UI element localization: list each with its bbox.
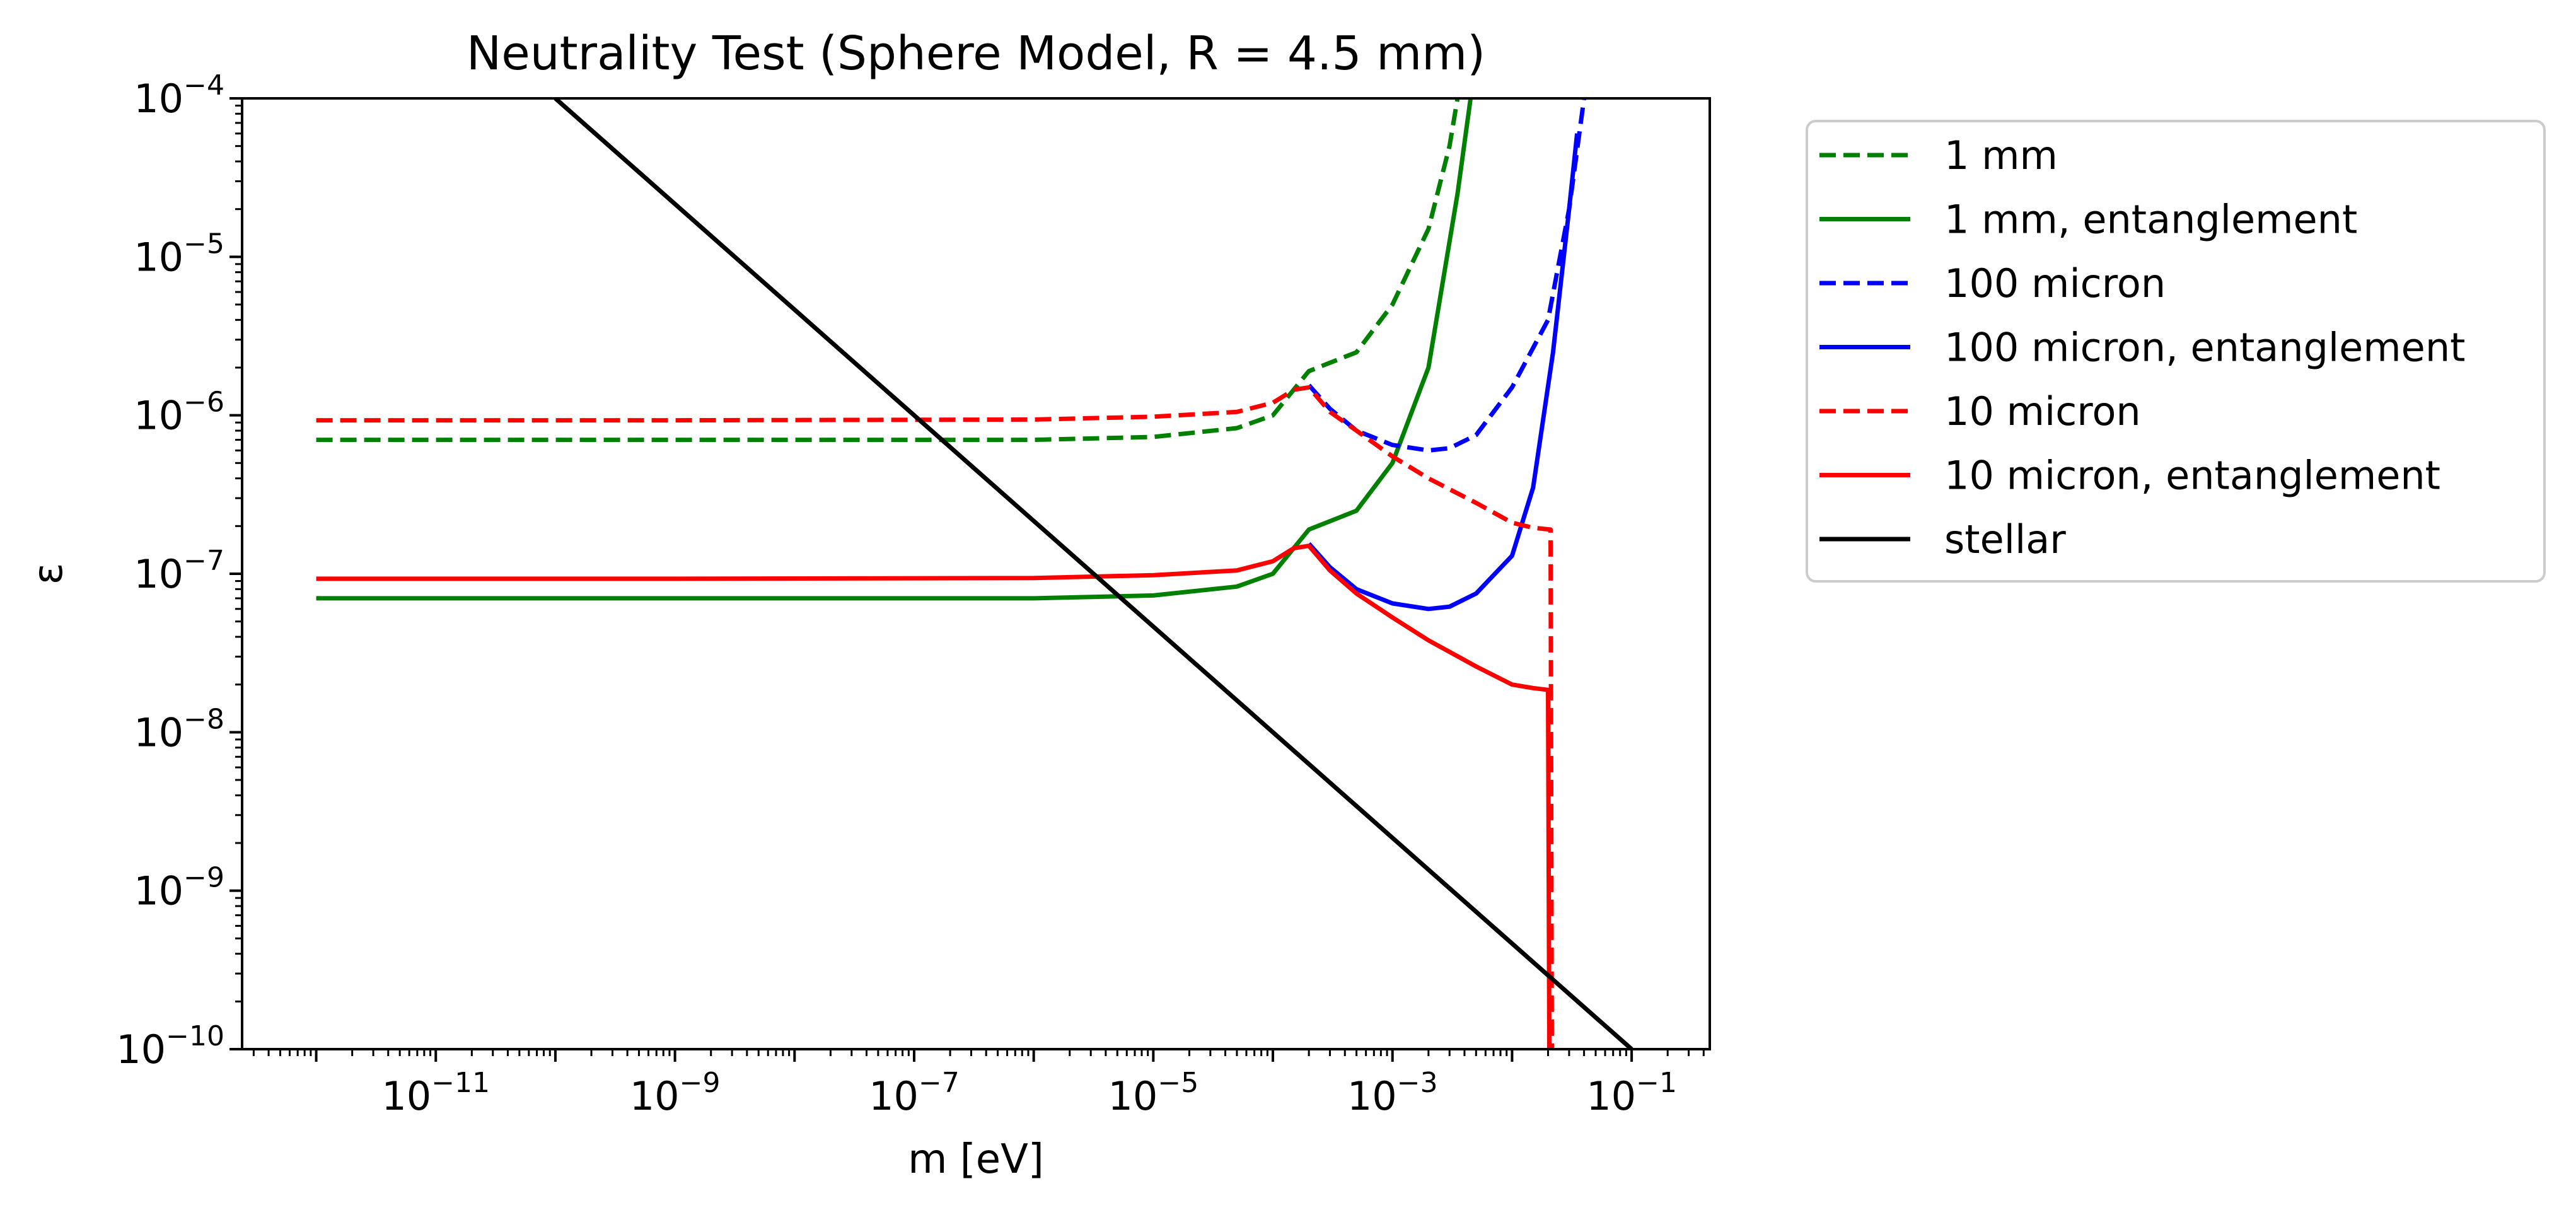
legend-label: 10 micron bbox=[1944, 388, 2141, 434]
legend-item: stellar bbox=[1819, 516, 2066, 562]
x-tick-label-base: 10 bbox=[1108, 1073, 1157, 1119]
legend-item: 1 mm, entanglement bbox=[1819, 197, 2357, 243]
y-tick-label-exponent: −10 bbox=[166, 1020, 224, 1052]
x-tick-label: 10−9 bbox=[630, 1067, 721, 1119]
y-tick-label: 10−9 bbox=[134, 862, 224, 914]
legend-label: 100 micron, entanglement bbox=[1944, 325, 2465, 371]
y-tick-label-base: 10 bbox=[134, 76, 183, 122]
y-tick-label: 10−8 bbox=[134, 703, 224, 755]
x-tick-label: 10−11 bbox=[381, 1067, 490, 1119]
legend-item: 1 mm bbox=[1819, 132, 2058, 178]
legend-item: 100 micron bbox=[1819, 260, 2166, 306]
y-tick-label-base: 10 bbox=[134, 551, 183, 597]
x-tick-label-exponent: −11 bbox=[431, 1067, 490, 1099]
series-line-4 bbox=[1307, 133, 1580, 612]
x-tick-label: 10−5 bbox=[1108, 1067, 1198, 1119]
legend-label: 100 micron bbox=[1944, 260, 2166, 306]
y-tick-label-base: 10 bbox=[134, 393, 183, 439]
x-tick-label-base: 10 bbox=[630, 1073, 680, 1119]
y-tick-label: 10−4 bbox=[134, 69, 224, 122]
x-axis: 10−11 10−9 10−7 10−5 10−3 10−1 bbox=[252, 1049, 1705, 1119]
legend-label: 1 mm, entanglement bbox=[1944, 197, 2357, 243]
series-line-7 bbox=[554, 98, 1633, 1049]
legend-label: stellar bbox=[1944, 516, 2066, 562]
legend-frame bbox=[1806, 120, 2546, 583]
legend: 1 mm 1 mm, entanglement 100 micron 100 micr… bbox=[1806, 120, 2546, 583]
y-tick-label-exponent: −4 bbox=[183, 69, 224, 102]
series-line-3 bbox=[1307, 98, 1587, 453]
y-tick-label-base: 10 bbox=[116, 1026, 166, 1073]
legend-label: 1 mm bbox=[1944, 132, 2058, 178]
x-tick-label-exponent: −7 bbox=[919, 1067, 960, 1099]
series-line-5 bbox=[316, 385, 1554, 1049]
x-axis-label: m [eV] bbox=[908, 1136, 1044, 1183]
x-tick-label-base: 10 bbox=[1347, 1073, 1397, 1119]
series-line-6 bbox=[316, 544, 1552, 1049]
legend-item: 10 micron bbox=[1819, 388, 2141, 434]
series-layer bbox=[316, 98, 1633, 1049]
y-tick-label: 10−10 bbox=[116, 1020, 224, 1073]
y-tick-label-base: 10 bbox=[134, 234, 183, 280]
series-line-2 bbox=[316, 98, 1473, 601]
y-tick-label-exponent: −7 bbox=[183, 545, 224, 577]
x-tick-label-base: 10 bbox=[1586, 1073, 1636, 1119]
x-tick-label-base: 10 bbox=[381, 1073, 431, 1119]
series-line-1 bbox=[316, 98, 1460, 443]
y-tick-label-exponent: −6 bbox=[183, 387, 224, 419]
legend-label: 10 micron, entanglement bbox=[1944, 453, 2440, 499]
y-axis-label: ε bbox=[25, 563, 72, 585]
legend-item: 100 micron, entanglement bbox=[1819, 325, 2465, 371]
x-tick-label-exponent: −1 bbox=[1636, 1067, 1677, 1099]
x-tick-label-exponent: −5 bbox=[1157, 1067, 1198, 1099]
y-tick-label-exponent: −9 bbox=[183, 862, 224, 894]
y-tick-label: 10−7 bbox=[134, 545, 224, 597]
x-tick-label-exponent: −9 bbox=[680, 1067, 721, 1099]
y-tick-label-base: 10 bbox=[134, 709, 183, 755]
y-tick-label-base: 10 bbox=[134, 868, 183, 914]
y-tick-label: 10−6 bbox=[134, 387, 224, 439]
legend-item: 10 micron, entanglement bbox=[1819, 453, 2440, 499]
chart-title: Neutrality Test (Sphere Model, R = 4.5 m… bbox=[467, 26, 1485, 81]
x-tick-label: 10−3 bbox=[1347, 1067, 1438, 1119]
y-tick-label: 10−5 bbox=[134, 228, 224, 280]
y-tick-label-exponent: −8 bbox=[183, 703, 224, 735]
x-tick-label: 10−1 bbox=[1586, 1067, 1677, 1119]
x-tick-label-exponent: −3 bbox=[1397, 1067, 1438, 1099]
y-tick-label-exponent: −5 bbox=[183, 228, 224, 260]
x-tick-label-base: 10 bbox=[869, 1073, 919, 1119]
plot-frame bbox=[241, 97, 1711, 1050]
x-tick-label: 10−7 bbox=[869, 1067, 960, 1119]
